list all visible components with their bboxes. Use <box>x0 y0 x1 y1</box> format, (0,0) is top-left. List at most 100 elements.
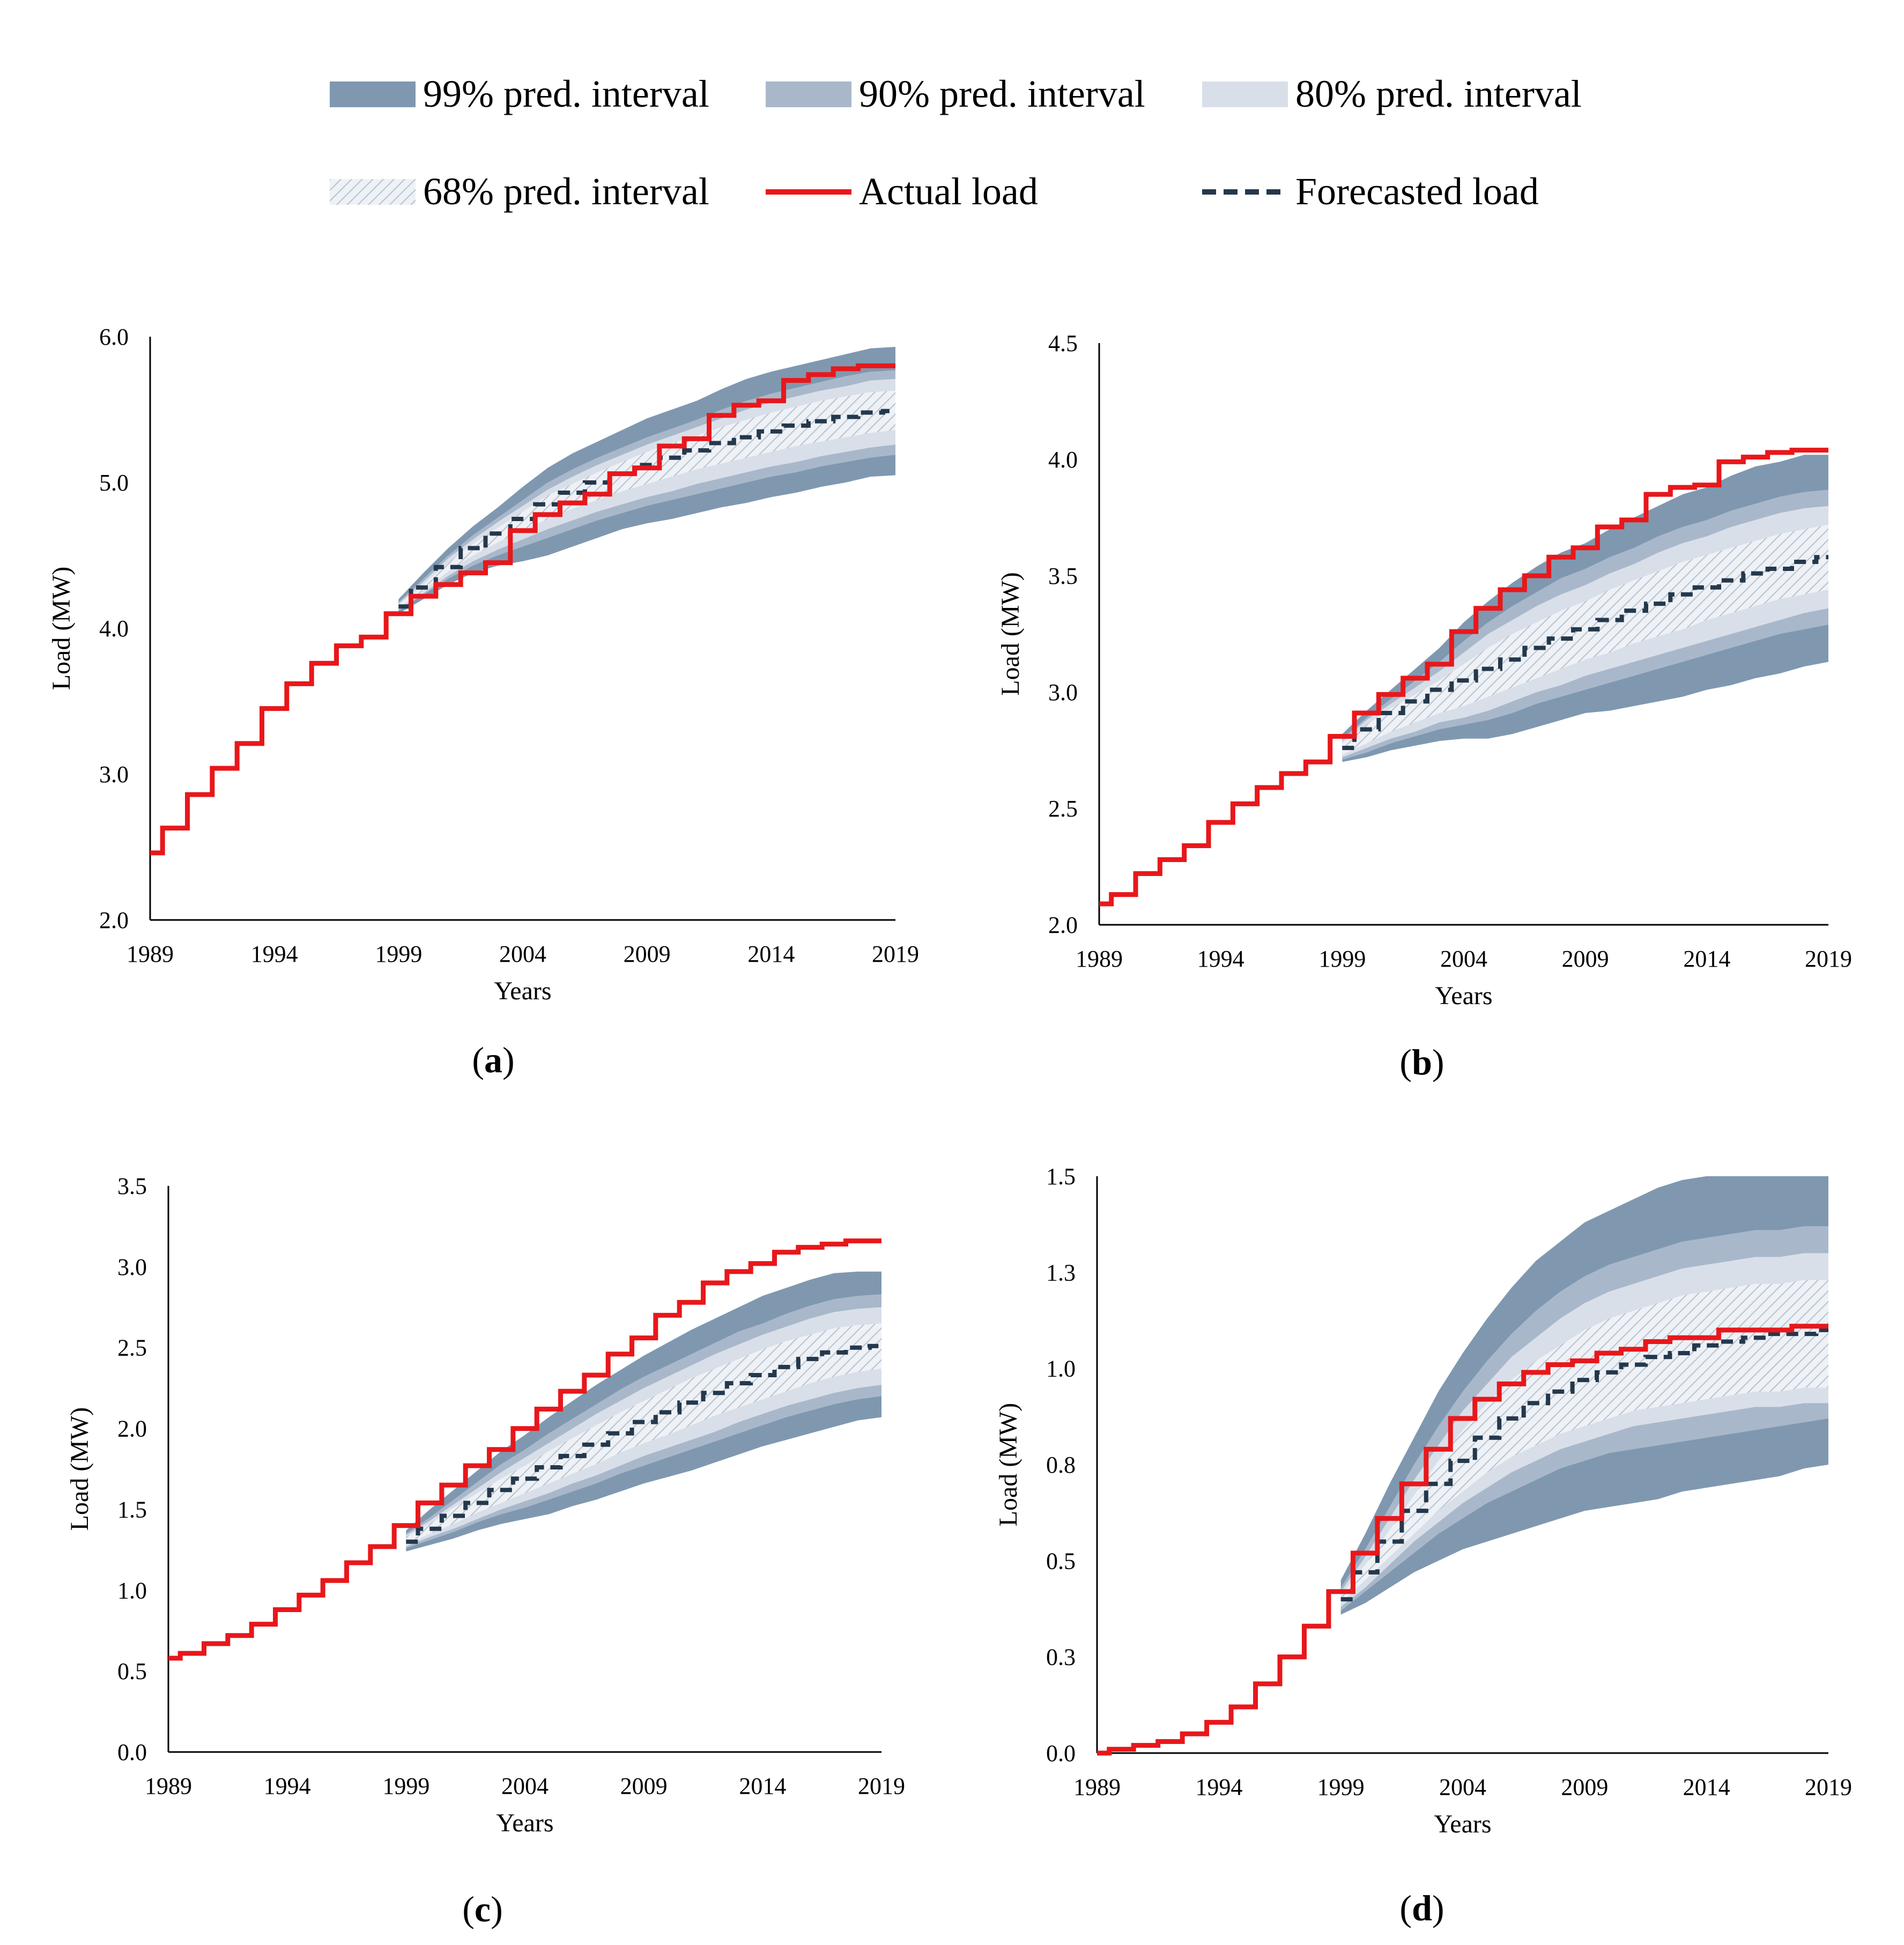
c-xtick-label: 1999 <box>382 1773 429 1799</box>
b-ytick-label: 3.0 <box>1048 679 1078 706</box>
legend-item-pi68: 68% pred. interval <box>330 169 709 214</box>
chart-b: 2.0 2.5 3.0 3.5 4.0 4.5 1989 1994 1999 2004 2009 20… <box>996 330 1852 1082</box>
legend-item-forecast: Forecasted load <box>1202 169 1539 214</box>
c-forecast-line <box>406 1343 881 1544</box>
legend-item-pi80: 80% pred. interval <box>1202 72 1582 116</box>
chart-panel-a: 2.0 3.0 4.0 5.0 6.0 1989 1994 1999 2004 2009 2014 2… <box>0 300 952 1107</box>
b-ytick-label: 2.5 <box>1048 796 1078 822</box>
d-ytick-label: 0.3 <box>1046 1644 1076 1671</box>
b-xtick-label: 2019 <box>1805 946 1852 972</box>
d-xtick-label: 2019 <box>1805 1774 1852 1800</box>
b-ytick-label: 3.5 <box>1048 563 1078 589</box>
d-panel-label: (d) <box>1399 1888 1444 1928</box>
a-ytick-label: 2.0 <box>99 907 129 933</box>
d-xtick-label: 2004 <box>1439 1774 1486 1800</box>
a-actual-line <box>150 363 895 856</box>
d-xtick-label: 2009 <box>1561 1774 1608 1800</box>
legend-label-pi90: 90% pred. interval <box>859 72 1145 115</box>
c-ytick-label: 2.0 <box>117 1416 147 1442</box>
c-ytick-label: 3.0 <box>117 1254 147 1280</box>
b-xtick-label: 1989 <box>1076 946 1123 972</box>
chart-c: 0.0 0.5 1.0 1.5 2.0 2.5 3.0 3.5 1989 1994 1999 2004… <box>65 1173 905 1929</box>
c-actual-line <box>168 1238 881 1661</box>
c-xtick-label: 2019 <box>858 1773 905 1799</box>
c-xtick-label: 1994 <box>264 1773 311 1799</box>
a-ytick-label: 5.0 <box>99 470 129 496</box>
d-actual-line <box>1097 1324 1828 1756</box>
legend-label-pi99: 99% pred. interval <box>423 72 709 115</box>
a-panel-label: (a) <box>472 1040 514 1080</box>
legend-swatch-pi99 <box>330 81 416 107</box>
legend-swatch-forecast <box>1202 189 1288 195</box>
legend-item-pi90: 90% pred. interval <box>766 72 1145 116</box>
c-ytick-label: 1.5 <box>117 1496 147 1523</box>
a-xtick-label: 2009 <box>624 941 671 967</box>
a-xtick-label: 2019 <box>872 941 919 967</box>
c-y-axis-title: Load (MW) <box>65 1407 94 1531</box>
b-actual-line <box>1099 448 1828 907</box>
d-xtick-label: 1994 <box>1195 1774 1242 1800</box>
legend-swatch-pi68 <box>330 179 416 205</box>
a-forecast-line <box>398 409 895 609</box>
c-panel-label: (c) <box>462 1889 503 1929</box>
c-ytick-label: 2.5 <box>117 1335 147 1361</box>
d-xtick-label: 1999 <box>1317 1774 1365 1800</box>
legend-swatch-pi80 <box>1202 81 1288 107</box>
c-band-68 <box>406 1323 881 1545</box>
b-ytick-label: 4.5 <box>1048 330 1078 357</box>
c-xtick-label: 2009 <box>620 1773 668 1799</box>
legend-swatch-actual <box>766 189 851 195</box>
d-y-axis-title: Load (MW) <box>994 1403 1023 1527</box>
a-xtick-label: 1994 <box>251 941 298 967</box>
a-band-68 <box>398 390 895 608</box>
d-ytick-label: 0.0 <box>1046 1740 1076 1766</box>
a-y-axis-title: Load (MW) <box>47 567 76 691</box>
d-band-68 <box>1340 1280 1828 1603</box>
b-ytick-label: 4.0 <box>1048 447 1078 473</box>
legend-item-pi99: 99% pred. interval <box>330 72 709 116</box>
legend-swatch-pi90 <box>766 81 851 107</box>
legend-label-forecast: Forecasted load <box>1295 170 1539 213</box>
chart-d: 0.0 0.3 0.5 0.8 1.0 1.3 1.5 1989 1994 1999 2004 200… <box>994 1163 1852 1928</box>
b-panel-label: (b) <box>1399 1042 1444 1082</box>
b-xtick-label: 2004 <box>1440 946 1487 972</box>
legend-label-pi68: 68% pred. interval <box>423 170 709 213</box>
c-ytick-label: 0.5 <box>117 1658 147 1684</box>
b-ytick-label: 2.0 <box>1048 912 1078 938</box>
c-ytick-label: 0.0 <box>117 1739 147 1765</box>
b-band-68 <box>1342 524 1828 755</box>
a-ytick-label: 6.0 <box>99 324 129 350</box>
c-ytick-label: 1.0 <box>117 1577 147 1603</box>
d-ytick-label: 1.3 <box>1046 1259 1076 1286</box>
c-xtick-label: 2014 <box>739 1773 786 1799</box>
a-ytick-label: 4.0 <box>99 615 129 642</box>
d-xtick-label: 2014 <box>1683 1774 1730 1800</box>
chart-panel-b: 2.0 2.5 3.0 3.5 4.0 4.5 1989 1994 1999 2004 2009 20… <box>952 300 1904 1107</box>
b-xtick-label: 2014 <box>1683 946 1730 972</box>
legend: 99% pred. interval 90% pred. interval 80… <box>0 0 1904 247</box>
chart-panel-d: 0.0 0.3 0.5 0.8 1.0 1.3 1.5 1989 1994 1999 2004 200… <box>952 1137 1904 1943</box>
a-xtick-label: 2004 <box>499 941 546 967</box>
legend-label-pi80: 80% pred. interval <box>1295 72 1582 115</box>
d-xtick-label: 1989 <box>1073 1774 1121 1800</box>
b-xtick-label: 1994 <box>1197 946 1244 972</box>
a-xtick-label: 2014 <box>747 941 795 967</box>
chart-a: 2.0 3.0 4.0 5.0 6.0 1989 1994 1999 2004 2009 2014 2… <box>47 324 919 1080</box>
c-x-axis-title: Years <box>496 1809 553 1837</box>
c-xtick-label: 1989 <box>145 1773 192 1799</box>
d-ytick-label: 0.8 <box>1046 1452 1076 1478</box>
d-ytick-label: 1.0 <box>1046 1356 1076 1382</box>
b-xtick-label: 1999 <box>1318 946 1366 972</box>
d-ytick-label: 0.5 <box>1046 1548 1076 1574</box>
c-ytick-label: 3.5 <box>117 1173 147 1199</box>
d-forecast-line <box>1340 1327 1828 1602</box>
legend-label-actual: Actual load <box>859 170 1038 213</box>
d-ytick-label: 1.5 <box>1046 1163 1076 1190</box>
c-xtick-label: 2004 <box>501 1773 549 1799</box>
a-ytick-label: 3.0 <box>99 761 129 788</box>
a-xtick-label: 1989 <box>127 941 174 967</box>
b-xtick-label: 2009 <box>1562 946 1609 972</box>
d-x-axis-title: Years <box>1434 1810 1491 1838</box>
b-y-axis-title: Load (MW) <box>996 572 1025 696</box>
a-x-axis-title: Years <box>494 977 551 1005</box>
